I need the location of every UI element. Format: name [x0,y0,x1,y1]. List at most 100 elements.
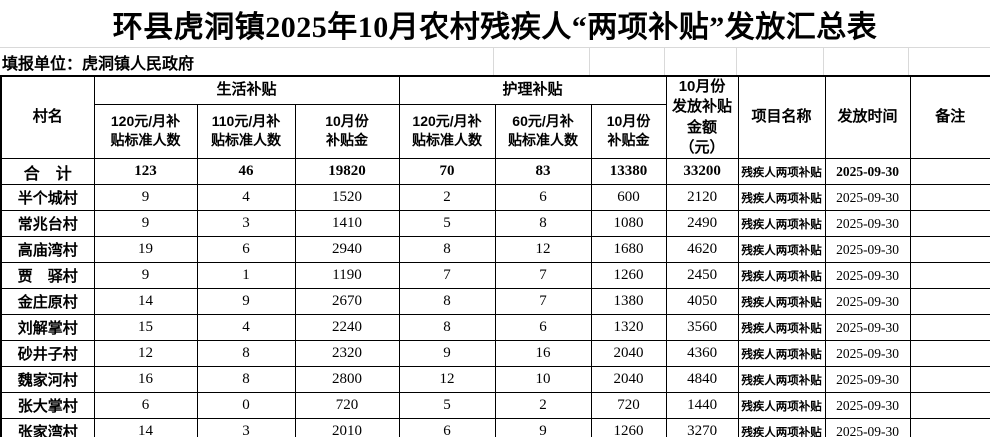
cell-life_amount: 2670 [294,288,400,315]
cell-village: 高庙湾村 [0,236,95,263]
cell-village: 张家湾村 [0,418,95,437]
cell-care_amount: 600 [590,184,667,211]
cell-village: 刘解掌村 [0,314,95,341]
col-header-remark: 备注 [909,75,990,159]
cell-project: 残疾人两项补贴 [737,262,826,289]
col-group-care-subsidy: 护理补贴 [398,75,667,105]
cell-remark [909,262,990,289]
cell-date: 2025-09-30 [824,418,911,437]
cell-date: 2025-09-30 [824,392,911,419]
table-row: 张家湾村 14 3 2010 6 9 1260 3270 残疾人两项补贴 2025-09-30 [0,418,990,437]
cell-project: 残疾人两项补贴 [737,340,826,367]
cell-village: 砂井子村 [0,340,95,367]
cell-life_120: 14 [93,418,198,437]
cell-project: 残疾人两项补贴 [737,184,826,211]
cell-life_amount: 720 [294,392,400,419]
cell-date: 2025-09-30 [824,262,911,289]
cell-life_120: 9 [93,262,198,289]
cell-care_60: 8 [494,210,592,237]
cell-care_60: 2 [494,392,592,419]
cell-total_amount: 3560 [665,314,739,341]
cell-care_amount: 1320 [590,314,667,341]
cell-care_amount: 2040 [590,366,667,393]
cell-remark [909,236,990,263]
cell-life_110: 6 [196,236,296,263]
table-header: 村名 生活补贴 护理补贴 10月份 发放补贴 金额 （元） 项目名称 发放时间 … [0,75,990,160]
cell-total_amount: 2490 [665,210,739,237]
cell-life_amount: 19820 [294,158,400,185]
cell-care_60: 9 [494,418,592,437]
cell-care_60: 6 [494,314,592,341]
table-body: 合 计 123 46 19820 70 83 13380 33200 残疾人两项补贴 2025-0… [0,158,990,437]
subsidy-table: 村名 生活补贴 护理补贴 10月份 发放补贴 金额 （元） 项目名称 发放时间 … [0,75,990,437]
cell-life_120: 9 [93,184,198,211]
cell-remark [909,288,990,315]
cell-care_120: 8 [398,236,496,263]
grid-line [908,48,909,76]
grid-line [823,48,824,76]
grid-line [664,48,665,76]
col-header-project-name: 项目名称 [737,75,826,159]
cell-remark [909,314,990,341]
cell-care_120: 2 [398,184,496,211]
cell-life_110: 8 [196,366,296,393]
cell-life_120: 6 [93,392,198,419]
cell-total_amount: 4050 [665,288,739,315]
summary-row: 合 计 123 46 19820 70 83 13380 33200 残疾人两项补贴 2025-0… [0,158,990,185]
cell-life_amount: 2320 [294,340,400,367]
cell-remark [909,418,990,437]
table-row: 魏家河村 16 8 2800 12 10 2040 4840 残疾人两项补贴 2025-09-30 [0,366,990,393]
cell-village: 张大掌村 [0,392,95,419]
col-group-life-subsidy: 生活补贴 [93,75,400,105]
cell-date: 2025-09-30 [824,210,911,237]
cell-life_120: 9 [93,210,198,237]
cell-date: 2025-09-30 [824,314,911,341]
cell-life_110: 0 [196,392,296,419]
cell-total_amount: 2450 [665,262,739,289]
cell-life_120: 15 [93,314,198,341]
col-header-issue-date: 发放时间 [824,75,911,159]
col-header-care-amount: 10月份 补贴金 [590,103,667,160]
cell-care_120: 9 [398,340,496,367]
col-header-life-110: 110元/月补 贴标准人数 [196,103,296,160]
col-header-care-60: 60元/月补 贴标准人数 [494,103,592,160]
cell-date: 2025-09-30 [824,236,911,263]
cell-care_amount: 1680 [590,236,667,263]
header-row-subcolumns: 120元/月补 贴标准人数 110元/月补 贴标准人数 10月份 补贴金 120… [1,103,990,160]
cell-total_amount: 4620 [665,236,739,263]
cell-date: 2025-09-30 [824,340,911,367]
cell-care_60: 12 [494,236,592,263]
grid-line [736,48,737,76]
cell-care_120: 8 [398,288,496,315]
cell-care_amount: 720 [590,392,667,419]
cell-project: 残疾人两项补贴 [737,392,826,419]
cell-date: 2025-09-30 [824,366,911,393]
cell-village: 魏家河村 [0,366,95,393]
cell-total_amount: 4840 [665,366,739,393]
col-header-life-120: 120元/月补 贴标准人数 [93,103,198,160]
cell-project: 残疾人两项补贴 [737,236,826,263]
cell-care_amount: 1080 [590,210,667,237]
cell-life_110: 46 [196,158,296,185]
table-row: 贾 驿村 9 1 1190 7 7 1260 2450 残疾人两项补贴 2025-09-30 [0,262,990,289]
cell-life_120: 123 [93,158,198,185]
cell-remark [909,340,990,367]
cell-care_120: 6 [398,418,496,437]
col-header-life-amount: 10月份 补贴金 [294,103,400,160]
cell-total_amount: 2120 [665,184,739,211]
cell-remark [909,392,990,419]
cell-care_amount: 1260 [590,262,667,289]
table-row: 张大掌村 6 0 720 5 2 720 1440 残疾人两项补贴 2025-09-30 [0,392,990,419]
cell-life_amount: 2940 [294,236,400,263]
col-header-care-120: 120元/月补 贴标准人数 [398,103,496,160]
cell-total_amount: 3270 [665,418,739,437]
cell-total_amount: 1440 [665,392,739,419]
cell-village: 金庄原村 [0,288,95,315]
cell-village: 贾 驿村 [0,262,95,289]
reporting-unit-label: 填报单位：虎洞镇人民政府 [2,56,195,73]
table-row: 砂井子村 12 8 2320 9 16 2040 4360 残疾人两项补贴 2025-09-30 [0,340,990,367]
cell-date: 2025-09-30 [824,158,911,185]
table-row: 半个城村 9 4 1520 2 6 600 2120 残疾人两项补贴 2025-09-30 [0,184,990,211]
table-row: 常兆台村 9 3 1410 5 8 1080 2490 残疾人两项补贴 2025-09-30 [0,210,990,237]
